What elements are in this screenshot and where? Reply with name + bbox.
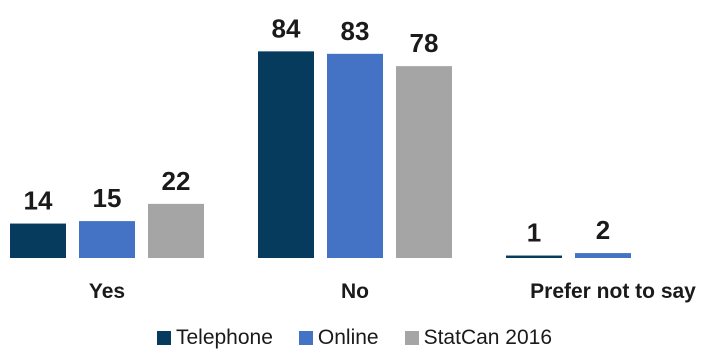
legend-item-telephone: Telephone [156,326,273,350]
legend-label-statcan-2016: StatCan 2016 [423,326,553,349]
bar-yes-telephone [10,223,66,258]
bar-prefer-not-to-say-online [575,253,631,258]
category-labels-layer: Yes No Prefer not to say [89,280,696,303]
bar-chart: 14 15 22 84 83 78 1 2 Yes No Prefer not to say [10,13,696,303]
legend-item-statcan-2016: StatCan 2016 [404,326,553,350]
value-label-prefer-not-to-say-online: 2 [596,215,610,245]
value-label-yes-statcan-2016: 22 [162,166,191,196]
bar-yes-statcan-2016 [148,203,204,258]
bar-no-statcan-2016 [396,66,452,259]
legend-label-online: Online [317,326,379,349]
bars-layer [10,51,631,259]
bar-yes-online [79,221,135,258]
legend-swatch-online [298,331,313,345]
legend-swatch-telephone [156,331,171,345]
category-label-prefer-not-to-say: Prefer not to say [530,280,696,303]
legend-label-telephone: Telephone [175,326,273,349]
value-label-yes-telephone: 14 [24,186,53,216]
category-label-yes: Yes [89,280,125,303]
legend-swatch-statcan-2016 [404,331,419,345]
value-label-yes-online: 15 [93,183,122,213]
value-label-no-online: 83 [341,16,370,46]
value-label-prefer-not-to-say-telephone: 1 [527,218,541,248]
value-label-no-statcan-2016: 78 [410,28,439,58]
bar-no-telephone [258,51,314,258]
value-labels-layer: 14 15 22 84 83 78 1 2 [24,13,611,247]
bar-no-online [327,53,383,258]
value-label-no-telephone: 84 [272,13,301,43]
legend: Telephone Online StatCan 2016 [0,326,709,350]
legend-item-online: Online [298,326,379,350]
bar-prefer-not-to-say-telephone [506,255,562,258]
category-label-no: No [341,280,369,303]
